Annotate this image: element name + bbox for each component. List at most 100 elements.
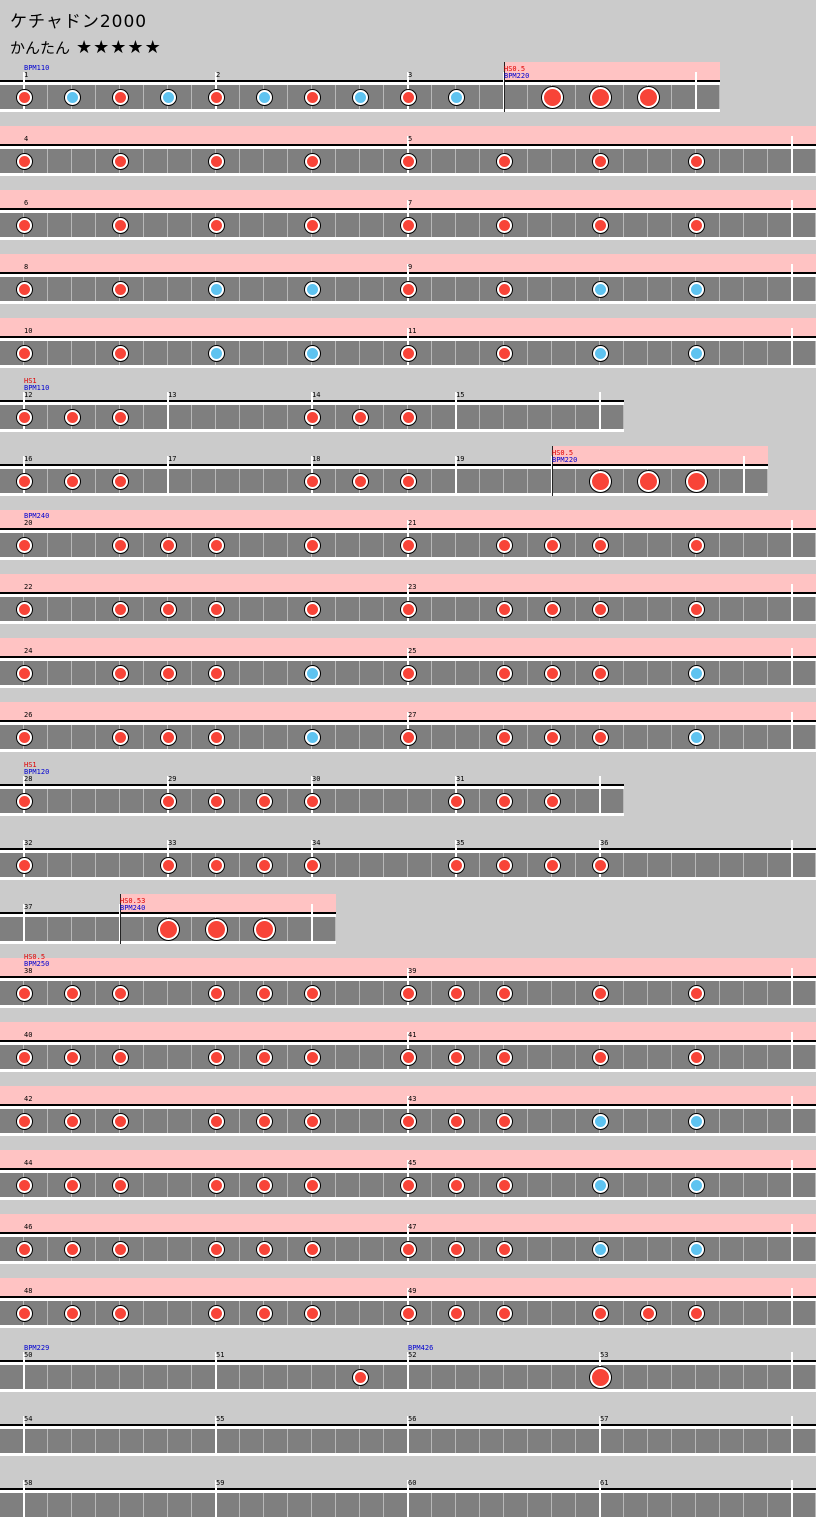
- measure-number: 1: [24, 71, 29, 79]
- measure-number: 59: [216, 1479, 225, 1487]
- measure-number: 21: [408, 519, 417, 527]
- don-note: [256, 1241, 272, 1257]
- difficulty-stars: ★★★★★: [76, 37, 162, 58]
- don-note: [496, 1241, 512, 1257]
- don-note: [112, 1241, 128, 1257]
- ka-note: [688, 729, 704, 745]
- don-note: [496, 857, 512, 873]
- don-note: [208, 537, 224, 553]
- don-note: [592, 857, 608, 873]
- don-note: [16, 1113, 32, 1129]
- don-note: [352, 473, 368, 489]
- don-note: [112, 89, 128, 105]
- don-note: [112, 409, 128, 425]
- gogo-start-line: [504, 62, 505, 112]
- chart-row: 1 BPM110 2 3 BPM220 HS0.5: [0, 62, 720, 112]
- bar-line: [791, 1160, 793, 1200]
- big-don-note: [589, 86, 611, 108]
- bar-line: [23, 1352, 25, 1392]
- don-note: [304, 153, 320, 169]
- don-note: [208, 1049, 224, 1065]
- don-note: [16, 601, 32, 617]
- bar-line: [791, 328, 793, 368]
- don-note: [256, 985, 272, 1001]
- don-note: [448, 1113, 464, 1129]
- measure-number: 32: [24, 839, 33, 847]
- measure-number: 60: [408, 1479, 417, 1487]
- measure-number: 34: [312, 839, 321, 847]
- don-note: [448, 1305, 464, 1321]
- don-note: [64, 409, 80, 425]
- don-note: [256, 1113, 272, 1129]
- bpm-label: BPM120: [24, 768, 50, 776]
- measure-number: 19: [456, 455, 465, 463]
- don-note: [400, 1305, 416, 1321]
- chart-row: 38 BPM250 HS0.5 39: [0, 954, 816, 1008]
- chart-row: 28 BPM120 HS1 29 30 31: [0, 762, 624, 816]
- measure-number: 4: [24, 135, 29, 143]
- measure-number: 2: [216, 71, 221, 79]
- bpm-label: BPM229: [24, 1344, 50, 1352]
- don-note: [400, 1049, 416, 1065]
- ka-note: [208, 281, 224, 297]
- bar-line: [791, 584, 793, 624]
- don-note: [112, 985, 128, 1001]
- ka-note: [688, 665, 704, 681]
- bar-line: [407, 1352, 409, 1392]
- don-note: [112, 1113, 128, 1129]
- don-note: [448, 1177, 464, 1193]
- measure-number: 30: [312, 775, 321, 783]
- don-note: [496, 1177, 512, 1193]
- lane-top-edge: [0, 914, 336, 917]
- bpm-label: BPM240: [120, 904, 146, 912]
- don-note: [208, 985, 224, 1001]
- don-note: [208, 1113, 224, 1129]
- hs-label: HS0.5: [552, 449, 574, 457]
- gogo-start-line: [552, 446, 553, 496]
- don-note: [304, 473, 320, 489]
- measure-number: 23: [408, 583, 417, 591]
- don-note: [592, 1049, 608, 1065]
- bpm-label: BPM220: [504, 72, 530, 80]
- ka-note: [688, 281, 704, 297]
- chart-row: 44 45: [0, 1150, 816, 1200]
- bar-line: [791, 1288, 793, 1328]
- don-note: [688, 1305, 704, 1321]
- don-note: [400, 729, 416, 745]
- bar-line: [599, 776, 601, 816]
- don-note: [160, 665, 176, 681]
- measure-number: 7: [408, 199, 413, 207]
- bpm-label: BPM110: [24, 64, 50, 72]
- chart-row: 54 55 56 57: [0, 1406, 816, 1456]
- bar-line: [407, 1416, 409, 1456]
- don-note: [544, 857, 560, 873]
- big-don-note: [637, 470, 659, 492]
- don-note: [16, 409, 32, 425]
- don-note: [688, 1049, 704, 1065]
- don-note: [64, 473, 80, 489]
- hs-label: HS0.5: [504, 65, 526, 73]
- bar-line: [791, 712, 793, 752]
- don-note: [688, 601, 704, 617]
- measure-number: 33: [168, 839, 177, 847]
- don-note: [112, 345, 128, 361]
- bar-line: [599, 1480, 601, 1520]
- bar-line: [791, 1352, 793, 1392]
- hs-label: HS1: [24, 377, 37, 385]
- ka-note: [592, 345, 608, 361]
- don-note: [400, 601, 416, 617]
- ka-note: [592, 1113, 608, 1129]
- don-note: [304, 1049, 320, 1065]
- don-note: [64, 1049, 80, 1065]
- don-note: [208, 729, 224, 745]
- don-note: [64, 1113, 80, 1129]
- measure-number: 37: [24, 903, 33, 911]
- chart-row: 26 27: [0, 702, 816, 752]
- don-note: [112, 153, 128, 169]
- big-don-note: [589, 470, 611, 492]
- don-note: [592, 153, 608, 169]
- don-note: [496, 281, 512, 297]
- ka-note: [64, 89, 80, 105]
- measure-number: 36: [600, 839, 609, 847]
- don-note: [592, 1305, 608, 1321]
